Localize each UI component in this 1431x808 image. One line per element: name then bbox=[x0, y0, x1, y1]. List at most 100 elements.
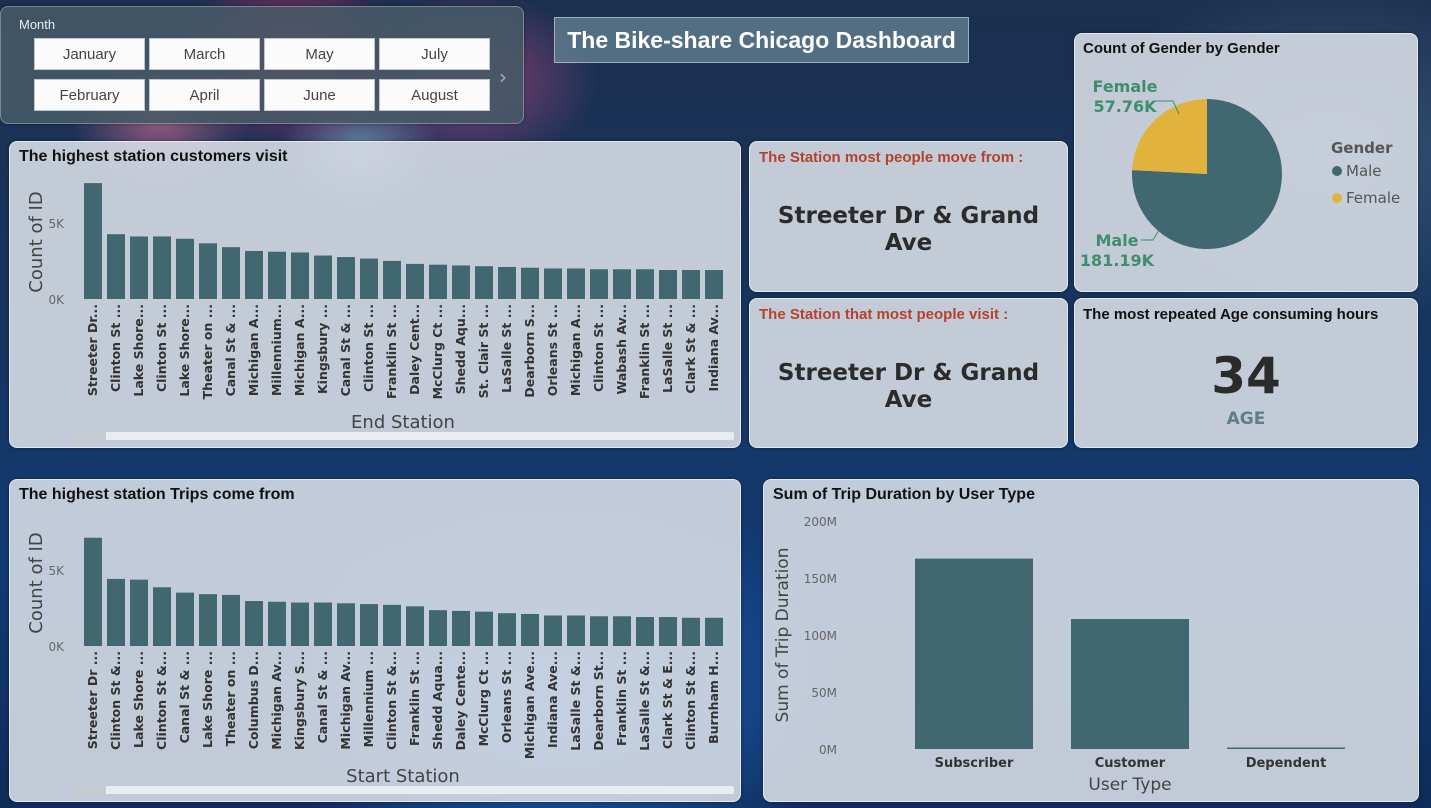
start-station-xtick: Clark St & E... bbox=[660, 651, 675, 749]
end-station-bar bbox=[360, 258, 378, 299]
start-station-xtick: Theater on ... bbox=[223, 651, 238, 746]
end-station-xtick: Michigan A... bbox=[292, 304, 307, 396]
start-station-bar bbox=[521, 613, 539, 646]
trip-duration-ytick: 100M bbox=[804, 629, 837, 643]
start-station-xlabel: Start Station bbox=[346, 766, 460, 787]
pie-label-male-value: 181.19K bbox=[1080, 251, 1155, 270]
trip-duration-ytick: 50M bbox=[811, 686, 837, 700]
gender-pie-panel: Count of Gender by Gender Female 57.76K Ma… bbox=[1074, 33, 1418, 292]
start-station-xtick: Franklin St ... bbox=[614, 651, 629, 746]
end-station-xtick: Clinton St ... bbox=[108, 304, 123, 392]
trip-duration-bar bbox=[1227, 747, 1345, 749]
month-button-may[interactable]: May bbox=[264, 38, 375, 70]
trip-duration-xtick: Subscriber bbox=[935, 756, 1014, 771]
start-station-scrollbar[interactable] bbox=[74, 786, 734, 794]
end-station-bar bbox=[245, 250, 263, 299]
start-station-xtick: Streeter Dr ... bbox=[85, 651, 100, 749]
end-station-bar bbox=[153, 236, 171, 299]
start-station-xtick: Lake Shore ... bbox=[131, 651, 146, 748]
end-station-bar bbox=[337, 257, 355, 299]
end-station-bar bbox=[199, 243, 217, 299]
start-station-bar bbox=[613, 616, 631, 646]
end-station-xtick: LaSalle St ... bbox=[660, 304, 675, 393]
end-station-xtick: Orleans St ... bbox=[545, 304, 560, 396]
month-button-march[interactable]: March bbox=[149, 38, 260, 70]
chevron-right-icon[interactable]: › bbox=[499, 65, 507, 89]
end-station-bar bbox=[498, 266, 516, 299]
end-station-chart-title: The highest station customers visit bbox=[19, 148, 288, 165]
end-station-bar bbox=[705, 270, 723, 299]
trip-duration-bar bbox=[915, 558, 1033, 749]
trip-duration-xtick: Dependent bbox=[1246, 756, 1327, 771]
end-station-xtick: Franklin St ... bbox=[384, 304, 399, 399]
end-station-xtick: Streeter Dr... bbox=[85, 304, 100, 396]
start-station-bar bbox=[452, 610, 470, 646]
start-station-ytick: 5K bbox=[48, 564, 65, 578]
end-station-ytick: 5K bbox=[48, 217, 65, 231]
end-station-xtick: Theater on ... bbox=[200, 304, 215, 399]
start-station-bar bbox=[268, 601, 286, 646]
month-button-april[interactable]: April bbox=[149, 79, 260, 111]
end-station-xtick: Clinton St ... bbox=[361, 304, 376, 392]
pie-legend-female-label: Female bbox=[1346, 189, 1400, 207]
start-station-bar bbox=[705, 617, 723, 646]
start-station-bar bbox=[567, 615, 585, 646]
start-station-bar bbox=[84, 537, 102, 646]
end-station-xtick: Lake Shore... bbox=[177, 304, 192, 397]
end-station-bar bbox=[682, 270, 700, 299]
end-station-bar bbox=[222, 247, 240, 299]
start-station-xtick: Indiana Ave... bbox=[545, 651, 560, 748]
age-unit-label: AGE bbox=[1226, 409, 1266, 429]
month-slicer: Month January March May July February Ap… bbox=[0, 6, 524, 124]
start-station-scrollbar-thumb[interactable] bbox=[74, 786, 106, 794]
start-station-bar bbox=[130, 579, 148, 646]
start-station-bar bbox=[475, 611, 493, 646]
visit-station-card-title: The Station that most people visit : bbox=[759, 306, 1009, 323]
end-station-bar bbox=[130, 236, 148, 299]
from-station-card-title: The Station most people move from : bbox=[759, 149, 1024, 166]
trip-duration-chart-panel: Sum of Trip Duration by User Type 0M 50M 1… bbox=[763, 479, 1419, 802]
start-station-xtick: Columbus D... bbox=[246, 651, 261, 749]
from-station-value-line1: Streeter Dr & Grand bbox=[777, 203, 1040, 229]
pie-legend-male-label: Male bbox=[1346, 162, 1382, 180]
start-station-bar bbox=[544, 615, 562, 646]
month-button-february[interactable]: February bbox=[34, 79, 145, 111]
trip-duration-ytick: 0M bbox=[819, 743, 837, 757]
end-station-scrollbar[interactable] bbox=[74, 432, 734, 440]
start-station-xtick: Orleans St ... bbox=[499, 651, 514, 743]
start-station-xtick: LaSalle St &... bbox=[568, 651, 583, 751]
trip-duration-bar bbox=[1071, 619, 1189, 749]
end-station-xtick: Canal St & ... bbox=[338, 304, 353, 396]
start-station-xtick: Burnham H... bbox=[706, 651, 721, 744]
end-station-scrollbar-thumb[interactable] bbox=[74, 432, 106, 440]
age-value: 34 bbox=[1211, 347, 1281, 405]
start-station-xtick: Canal St & ... bbox=[177, 651, 192, 743]
end-station-bar bbox=[567, 268, 585, 299]
end-station-bar bbox=[521, 267, 539, 299]
trip-duration-chart-title: Sum of Trip Duration by User Type bbox=[773, 486, 1035, 503]
start-station-xtick: Daley Cente... bbox=[453, 651, 468, 750]
age-card-title: The most repeated Age consuming hours bbox=[1083, 306, 1379, 323]
end-station-bar bbox=[590, 269, 608, 299]
month-button-january[interactable]: January bbox=[34, 38, 145, 70]
end-station-xtick: Michigan A... bbox=[246, 304, 261, 396]
end-station-xtick: Clinton St ... bbox=[154, 304, 169, 392]
start-station-bar bbox=[682, 617, 700, 646]
month-button-august[interactable]: August bbox=[379, 79, 490, 111]
start-station-xtick: Clinton St &... bbox=[154, 651, 169, 750]
start-station-xtick: Clinton St &... bbox=[108, 651, 123, 750]
end-station-bar bbox=[544, 268, 562, 299]
start-station-xtick: Michigan Ave... bbox=[522, 651, 537, 759]
end-station-bar bbox=[475, 266, 493, 299]
end-station-chart-panel: The highest station customers visit 0K 5K… bbox=[9, 141, 741, 448]
start-station-xtick: McClurg Ct ... bbox=[476, 651, 491, 746]
month-button-july[interactable]: July bbox=[379, 38, 490, 70]
end-station-xtick: St. Clair St ... bbox=[476, 304, 491, 398]
pie-leader-female bbox=[1153, 100, 1180, 115]
start-station-bar bbox=[153, 587, 171, 646]
trip-duration-chart: 0M 50M 100M 150M 200M Sum of Trip Duration Sub… bbox=[773, 515, 1345, 795]
end-station-bar bbox=[406, 263, 424, 299]
month-button-june[interactable]: June bbox=[264, 79, 375, 111]
